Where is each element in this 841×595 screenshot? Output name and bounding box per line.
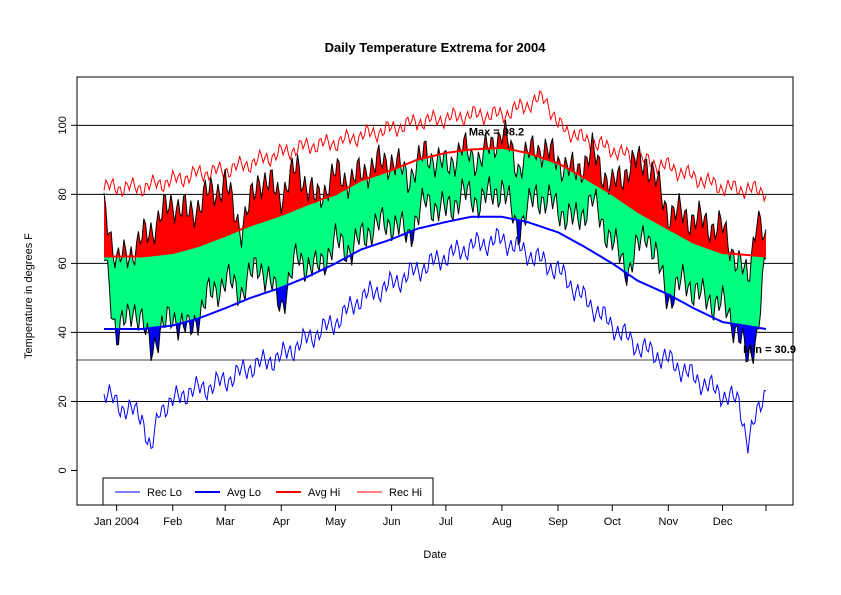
axes: 0 20 40 60 80 100 Jan 2004 Feb Mar Apr May Jun Jul Au… xyxy=(57,76,794,528)
legend-label-rec-lo: Rec Lo xyxy=(147,487,182,499)
series-line-daily-hi xyxy=(103,119,767,282)
y-tick-label: 40 xyxy=(57,326,69,338)
x-tick-label: Oct xyxy=(604,516,621,528)
plot-frame xyxy=(76,76,794,506)
y-tick-label: 80 xyxy=(57,188,69,200)
plot-area xyxy=(77,89,793,454)
y-tick-label: 0 xyxy=(57,467,69,473)
y-tick-label: 60 xyxy=(57,257,69,269)
x-tick-label: May xyxy=(325,516,346,528)
series-line-avg-lo xyxy=(104,215,767,330)
legend-label-avg-lo: Avg Lo xyxy=(227,487,261,499)
min-annotation: Min = 30.9 xyxy=(743,344,796,356)
normal-range-area xyxy=(104,147,766,329)
x-tick-label: Jan 2004 xyxy=(94,516,139,528)
legend-label-rec-hi: Rec Hi xyxy=(389,487,422,499)
chart-title: Daily Temperature Extrema for 2004 xyxy=(325,40,547,55)
x-tick-label: Dec xyxy=(713,516,733,528)
x-tick-label: Sep xyxy=(548,516,568,528)
x-tick-label: Apr xyxy=(273,516,290,528)
legend: Rec Lo Avg Lo Avg Hi Rec Hi xyxy=(102,477,434,506)
max-annotation: Max = 98.2 xyxy=(469,127,524,139)
above-average-high-area xyxy=(104,120,766,257)
y-tick-label: 20 xyxy=(57,395,69,407)
series-line-avg-hi xyxy=(104,146,767,258)
series-line-rec-lo xyxy=(103,227,767,454)
legend-label-avg-hi: Avg Hi xyxy=(308,487,340,499)
x-tick-label: Jul xyxy=(439,516,453,528)
x-tick-label: Feb xyxy=(163,516,182,528)
x-axis-title: Date xyxy=(423,549,446,561)
series-line-daily-lo xyxy=(103,176,767,365)
x-tick-label: Mar xyxy=(216,516,235,528)
x-tick-label: Nov xyxy=(659,516,679,528)
x-tick-label: Jun xyxy=(383,516,401,528)
y-tick-label: 100 xyxy=(57,116,69,134)
series-line-rec-hi xyxy=(103,89,767,203)
x-tick-label: Aug xyxy=(492,516,512,528)
y-axis-title: Temperature in degrees F xyxy=(23,233,35,359)
